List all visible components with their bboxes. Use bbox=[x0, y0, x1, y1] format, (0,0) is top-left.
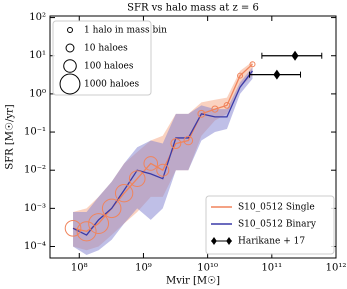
x-tick-label: 10⁸ bbox=[71, 263, 88, 274]
x-tick-label: 10¹² bbox=[326, 263, 347, 274]
legend-box bbox=[205, 195, 335, 255]
halo-count-marker bbox=[88, 213, 110, 234]
error-band bbox=[73, 67, 253, 255]
y-tick-label: 10⁻³ bbox=[24, 203, 46, 214]
y-tick-label: 10⁰ bbox=[29, 88, 46, 99]
size-legend-label: 10 haloes bbox=[84, 44, 128, 54]
y-tick-label: 10⁻² bbox=[24, 165, 46, 176]
legend-label: S10_0512 Single bbox=[238, 203, 315, 213]
plot-frame bbox=[49, 15, 337, 259]
halo-count-marker bbox=[183, 135, 194, 146]
legend-swatch bbox=[211, 237, 217, 245]
size-legend-marker bbox=[67, 27, 73, 33]
halo-count-marker bbox=[249, 61, 256, 68]
size-legend-label: 1000 haloes bbox=[84, 80, 140, 90]
x-tick-label: 10¹⁰ bbox=[197, 263, 218, 274]
size-legend-box bbox=[52, 20, 152, 96]
size-legend-label: 100 haloes bbox=[84, 62, 134, 72]
y-tick-label: 10⁻¹ bbox=[24, 127, 46, 138]
size-legend-marker bbox=[65, 43, 75, 53]
halo-count-marker bbox=[156, 163, 170, 177]
size-legend-label: 1 halo in mass bin bbox=[84, 26, 167, 36]
halo-count-marker bbox=[76, 221, 97, 242]
halo-count-marker bbox=[143, 156, 159, 171]
halo-count-marker bbox=[211, 105, 219, 113]
chart-title: SFR vs halo mass at z = 6 bbox=[127, 3, 259, 14]
observation-point bbox=[273, 69, 281, 80]
size-legend-marker bbox=[63, 59, 77, 73]
size-legend-marker bbox=[59, 73, 81, 95]
legend-label: Harikane + 17 bbox=[238, 237, 305, 247]
series-line bbox=[72, 63, 253, 233]
halo-count-marker bbox=[128, 170, 146, 187]
halo-count-marker bbox=[223, 102, 231, 109]
observation-point bbox=[291, 50, 299, 61]
legend-label: S10_0512 Binary bbox=[238, 220, 317, 230]
halo-count-marker bbox=[237, 72, 244, 79]
y-axis-label: SFR [M☉/yr] bbox=[5, 104, 16, 169]
halo-count-marker bbox=[101, 198, 122, 219]
x-axis-label: Mvir [M☉] bbox=[166, 276, 220, 287]
halo-count-marker bbox=[170, 138, 182, 149]
legend-swatch bbox=[226, 237, 232, 245]
x-tick-label: 10¹¹ bbox=[261, 263, 282, 274]
halo-count-marker bbox=[114, 184, 134, 203]
y-tick-label: 10⁻⁴ bbox=[24, 241, 46, 252]
x-tick-label: 10⁹ bbox=[135, 263, 152, 274]
y-tick-label: 10² bbox=[29, 12, 46, 23]
halo-count-marker bbox=[197, 109, 206, 118]
series-line bbox=[72, 70, 254, 236]
y-tick-label: 10¹ bbox=[29, 50, 46, 61]
halo-count-marker bbox=[64, 219, 82, 237]
